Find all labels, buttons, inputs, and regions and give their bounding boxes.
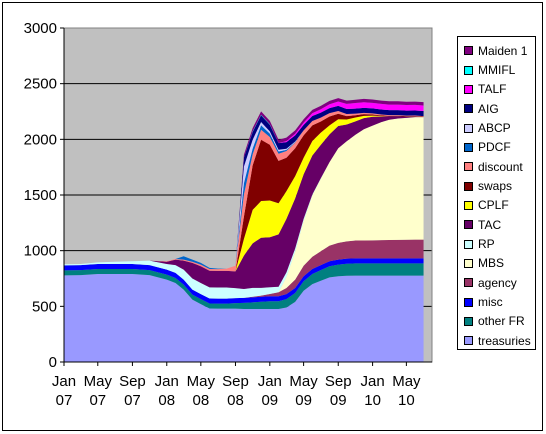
x-tick-label: May 08 [187, 373, 216, 409]
legend-label: ABCP [478, 121, 511, 136]
y-tick-label: 1500 [24, 187, 57, 204]
x-tick-label: May 10 [392, 373, 421, 409]
x-tick-label: Jan 08 [155, 373, 179, 409]
legend-swatch [464, 297, 473, 307]
legend-label: other FR [478, 314, 525, 329]
legend-label: treasuries [478, 333, 531, 348]
legend-item: TAC [464, 215, 535, 234]
legend-swatch [464, 84, 473, 94]
legend-item: Maiden 1 [464, 41, 535, 60]
y-tick-label: 3000 [24, 20, 57, 37]
legend-item: AIG [464, 99, 535, 118]
legend-label: AIG [478, 101, 499, 116]
x-tick-label: Jan 09 [258, 373, 282, 409]
y-tick-label: 2500 [24, 76, 57, 93]
area-agency [64, 239, 424, 299]
legend-item: misc [464, 292, 535, 311]
legend-item: discount [464, 157, 535, 176]
x-tick-label: May 09 [289, 373, 318, 409]
legend-swatch [464, 162, 473, 172]
area-treasuries [64, 274, 424, 362]
area-pdcf [64, 110, 424, 270]
area-mbs [64, 117, 424, 299]
legend-item: MMIFL [464, 60, 535, 79]
legend-label: TAC [478, 217, 502, 232]
area-other-fr [64, 263, 424, 310]
x-tick-label: Jan 10 [360, 373, 384, 409]
legend-item: TALF [464, 80, 535, 99]
x-tick-label: Sep 08 [222, 373, 249, 409]
y-tick-label: 500 [32, 298, 57, 315]
legend-swatch [464, 104, 473, 114]
legend-label: Maiden 1 [478, 43, 528, 58]
legend-label: MBS [478, 256, 505, 271]
axes [60, 27, 433, 366]
y-tick-label: 2000 [24, 131, 57, 148]
legend-swatch [464, 258, 473, 268]
x-tick-label: Sep 07 [119, 373, 146, 409]
legend-label: misc [478, 295, 503, 310]
legend-label: TALF [478, 82, 507, 97]
legend-item: CPLF [464, 196, 535, 215]
legend-label: PDCF [478, 140, 511, 155]
legend-swatch [464, 123, 473, 133]
legend-item: ABCP [464, 118, 535, 137]
legend-swatch [464, 220, 473, 230]
legend-label: swaps [478, 179, 513, 194]
legend-swatch [464, 46, 473, 56]
legend-swatch [464, 142, 473, 152]
legend-label: RP [478, 237, 495, 252]
legend-swatch [464, 278, 473, 288]
legend-item: MBS [464, 254, 535, 273]
legend-label: MMIFL [478, 63, 516, 78]
legend-swatch [464, 181, 473, 191]
legend-item: other FR [464, 312, 535, 331]
legend-item: treasuries [464, 331, 535, 350]
chart-frame [2, 2, 543, 431]
x-tick-label: Jan 07 [52, 373, 76, 409]
legend-label: CPLF [478, 198, 509, 213]
legend-item: PDCF [464, 138, 535, 157]
legend-label: discount [478, 159, 523, 174]
legend-item: agency [464, 273, 535, 292]
y-axis-tick-labels: 0 500 1000 1500 2000 2500 3000 [24, 20, 57, 371]
legend-swatch [464, 239, 473, 249]
legend-swatch [464, 316, 473, 326]
area-misc [64, 258, 424, 304]
area-cplf [64, 115, 424, 272]
y-tick-label: 0 [49, 354, 57, 371]
legend-label: agency [478, 275, 517, 290]
legend-swatch [464, 200, 473, 210]
legend-item: RP [464, 234, 535, 253]
legend: Maiden 1 MMIFL TALF AIG ABCP PDCF discount swap… [457, 36, 536, 350]
x-tick-label: Sep 09 [325, 373, 352, 409]
legend-swatch [464, 65, 473, 75]
y-tick-label: 1000 [24, 243, 57, 260]
x-tick-label: May 07 [84, 373, 113, 409]
legend-item: swaps [464, 176, 535, 195]
legend-swatch [464, 336, 473, 346]
series-areas [64, 98, 424, 362]
